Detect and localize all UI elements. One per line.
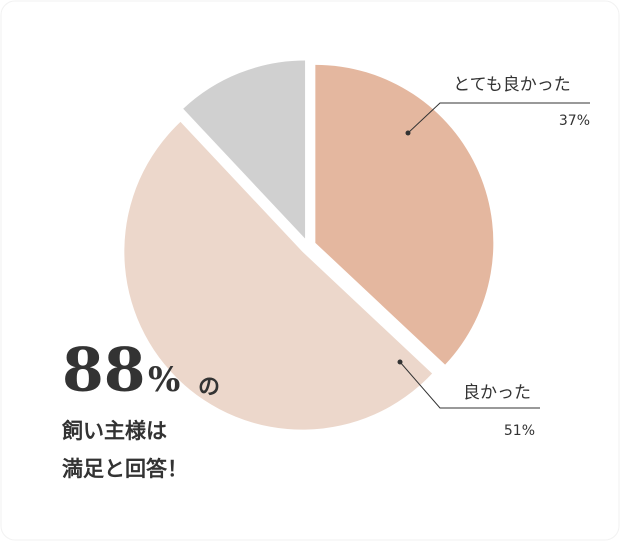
leader-line [399,361,540,409]
category-label: とても良かった [453,75,571,95]
value-label: 37% [559,113,590,129]
leader-line [407,102,590,134]
highlight-suffix: の [198,375,220,400]
highlight-line: 満足と回答！ [62,457,188,481]
pie [124,60,494,430]
value-label: 51% [504,423,535,439]
highlight-line: 飼い主様は [61,419,167,443]
pie-slice [183,60,306,239]
category-label: 良かった [463,383,531,403]
highlight-unit: % [148,360,180,400]
pie-slice [315,64,494,365]
highlight-number: 88 [62,336,146,406]
pie-slice [124,121,433,430]
